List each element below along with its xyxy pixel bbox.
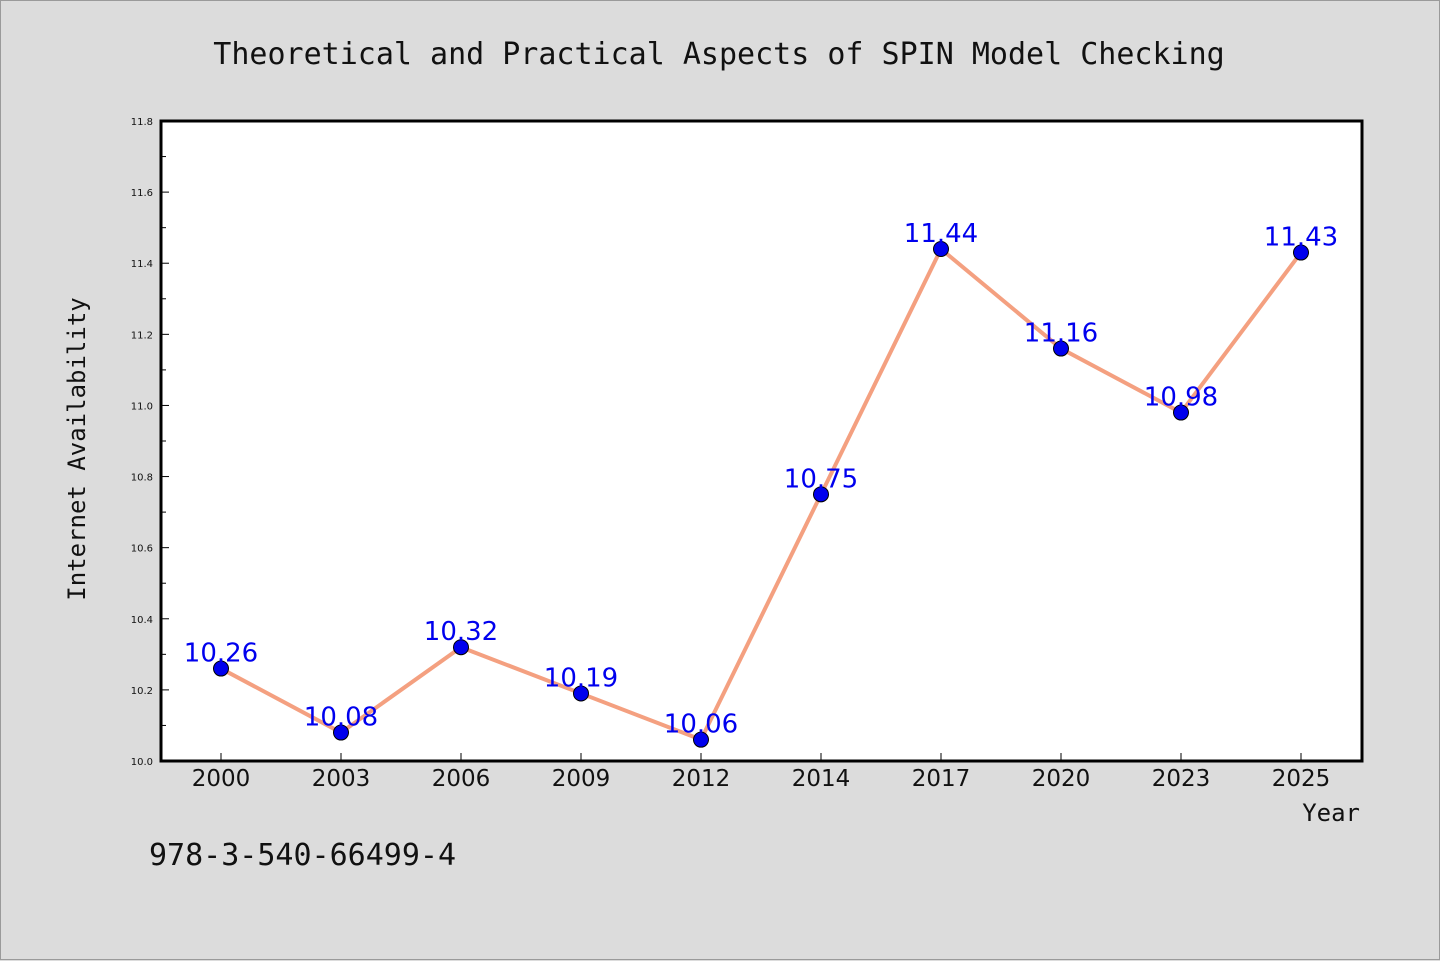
isbn-text: 978-3-540-66499-4 bbox=[149, 838, 456, 873]
data-label: 10.08 bbox=[304, 703, 378, 733]
y-axis-ticks: 10.0 10.2 10.4 10.6 10.8 11.0 11.2 11.4 11.6 11.8 bbox=[131, 117, 169, 768]
x-tick-label: 2012 bbox=[672, 766, 731, 792]
data-point bbox=[1173, 404, 1189, 421]
x-tick-label: 2000 bbox=[192, 766, 251, 792]
y-tick-label: 11.6 bbox=[131, 188, 153, 199]
y-tick-label: 10.6 bbox=[131, 544, 153, 555]
data-label: 11.43 bbox=[1264, 223, 1338, 253]
data-markers bbox=[213, 241, 1309, 748]
y-tick-label: 11.4 bbox=[131, 259, 153, 270]
y-tick-label: 10.0 bbox=[131, 757, 153, 768]
data-label: 10.98 bbox=[1144, 383, 1218, 413]
x-tick-label: 2006 bbox=[432, 766, 491, 792]
data-point bbox=[453, 639, 469, 656]
data-point bbox=[813, 486, 829, 503]
data-label: 10.75 bbox=[784, 464, 858, 494]
data-labels: 10.26 10.08 10.32 10.19 10.06 10.75 11.44 11.16… bbox=[184, 219, 1338, 740]
data-point bbox=[1293, 244, 1309, 261]
y-tick-label: 11.2 bbox=[131, 330, 153, 341]
y-tick-label: 10.8 bbox=[131, 473, 153, 484]
data-point bbox=[933, 241, 949, 257]
y-tick-label: 10.4 bbox=[131, 615, 153, 626]
data-point bbox=[333, 724, 349, 741]
data-label: 11.16 bbox=[1024, 319, 1098, 349]
series-line bbox=[220, 247, 1303, 742]
data-label: 10.06 bbox=[664, 710, 738, 740]
data-point bbox=[573, 685, 589, 702]
x-tick-label: 2009 bbox=[552, 766, 611, 792]
data-point bbox=[1053, 340, 1069, 357]
x-tick-label: 2025 bbox=[1272, 766, 1331, 792]
chart-title: Theoretical and Practical Aspects of SPI… bbox=[213, 37, 1224, 72]
y-axis-label: Internet Availability bbox=[63, 297, 91, 600]
x-tick-label: 2003 bbox=[312, 766, 371, 792]
data-label: 10.26 bbox=[184, 639, 258, 669]
y-tick-label: 10.2 bbox=[131, 686, 153, 697]
data-label: 10.32 bbox=[424, 617, 498, 647]
x-tick-label: 2014 bbox=[792, 766, 851, 792]
data-point bbox=[693, 731, 709, 748]
x-tick-label: 2020 bbox=[1032, 766, 1091, 792]
data-point bbox=[213, 660, 229, 677]
data-label: 11.44 bbox=[904, 219, 978, 249]
x-axis-label: Year bbox=[1302, 799, 1360, 827]
x-tick-label: 2017 bbox=[912, 766, 971, 792]
data-label: 10.19 bbox=[544, 663, 618, 693]
x-tick-label: 2023 bbox=[1152, 766, 1211, 792]
x-axis-ticks: 2000 2003 2006 2009 2012 2014 2017 2020 2023 2025 bbox=[192, 753, 1331, 792]
y-tick-label: 11.8 bbox=[131, 117, 153, 128]
plot-area bbox=[159, 119, 1364, 763]
y-tick-label: 11.0 bbox=[131, 401, 153, 412]
